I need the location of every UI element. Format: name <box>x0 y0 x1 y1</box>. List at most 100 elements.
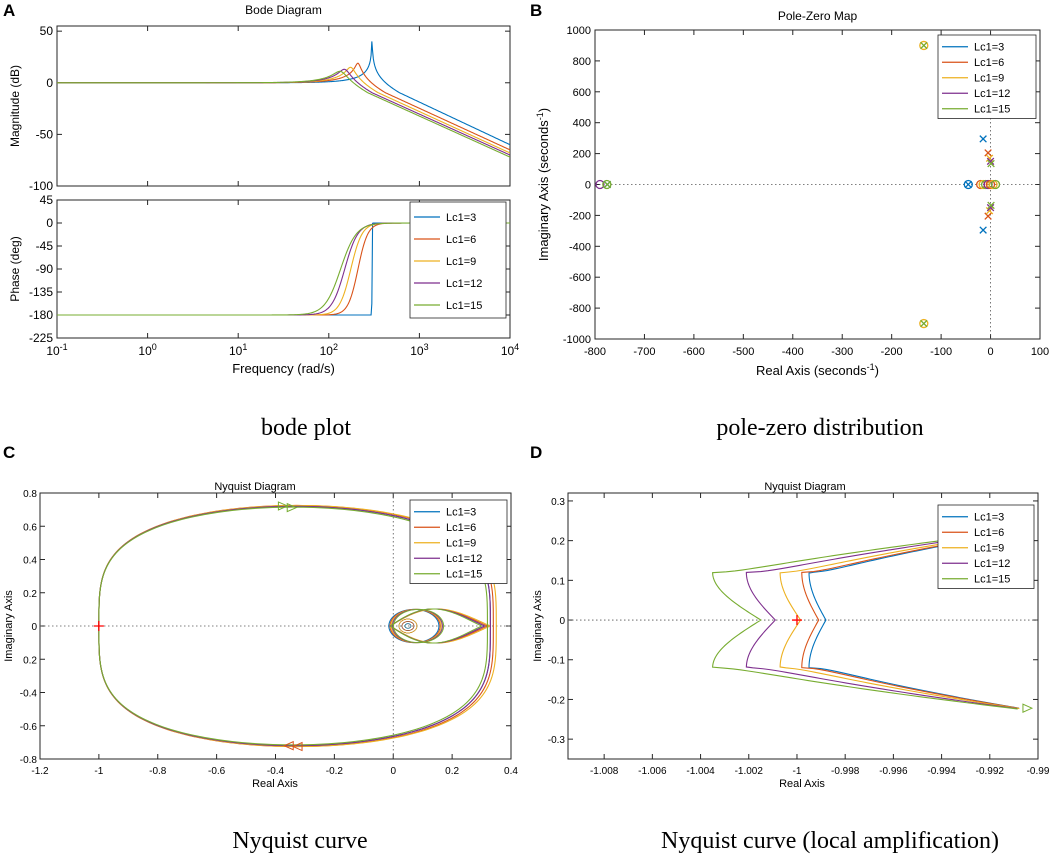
nyquist-ring <box>398 618 418 634</box>
direction-arrow <box>291 741 303 752</box>
y-tick-label: 0.2 <box>23 655 37 666</box>
chart-title: Pole-Zero Map <box>778 9 858 23</box>
x-tick-label: -300 <box>831 346 853 358</box>
zero-marker <box>963 179 973 190</box>
plot-frame <box>56 25 511 187</box>
y-tick-label: 600 <box>573 87 591 99</box>
legend-label: Lc1=9 <box>446 256 476 268</box>
y-tick-label: 0 <box>46 76 53 90</box>
y-tick-label: -1000 <box>563 334 591 346</box>
legend-label: Lc1=12 <box>974 558 1010 570</box>
caption-b: pole-zero distribution <box>716 415 923 441</box>
nyquist-zoom-line-Lc1=15 <box>712 530 1022 710</box>
y-tick-label: 800 <box>573 56 591 68</box>
x-tick-label: -600 <box>683 346 705 358</box>
zero-marker <box>990 179 1001 190</box>
legend-box <box>937 34 1037 119</box>
nyquist-zoom-line-Lc1=6 <box>801 532 1019 709</box>
y-tick-label: 400 <box>573 118 591 130</box>
pole-marker <box>920 319 928 328</box>
x-tick-label: 0.2 <box>445 766 459 777</box>
pole-marker <box>979 226 987 234</box>
legend-box <box>409 499 508 584</box>
x-axis-label: Real Axis (seconds-1) <box>756 362 879 378</box>
zero-marker <box>919 40 929 51</box>
zero-marker <box>602 179 612 190</box>
x-tick-label: -0.4 <box>267 766 285 777</box>
chart-title: Nyquist Diagram <box>214 481 295 493</box>
pole-marker <box>986 157 995 166</box>
bode-magnitude-chart: Bode Diagram 50 0 -50 -100 Magnitude (dB) <box>8 3 511 193</box>
y-tick-label: -180 <box>29 308 53 322</box>
panel-letter-d: D <box>530 443 542 462</box>
legend-box <box>937 504 1035 589</box>
y-tick-label: -0.4 <box>20 689 38 700</box>
direction-arrow <box>282 740 294 751</box>
nyquist-loop-Lc1=12 <box>98 505 491 747</box>
x-tick-label: 100 <box>1031 346 1049 358</box>
pole-marker <box>986 203 995 212</box>
nyquist-zoom-line-Lc1=3 <box>808 534 1020 709</box>
nyquist-crossing-lower-Lc1=15 <box>390 625 482 644</box>
legend-label: Lc1=12 <box>974 88 1010 100</box>
y-axis-label: Imaginary Axis (seconds-1) <box>535 108 551 261</box>
x-tick-label: 102 <box>320 342 338 358</box>
legend-label: Lc1=6 <box>446 234 476 246</box>
y-axis-label: Imaginary Axis <box>3 590 15 662</box>
y-tick-label: 0.2 <box>551 537 565 548</box>
x-tick-label: 10-1 <box>46 342 67 358</box>
panel-letter-c: C <box>3 443 15 462</box>
x-tick-label: -400 <box>782 346 804 358</box>
legend-label: Lc1=3 <box>974 512 1004 524</box>
x-tick-label: -1 <box>94 766 103 777</box>
caption-c: Nyquist curve <box>232 828 367 854</box>
pole-marker <box>984 149 992 157</box>
x-tick-label: -0.992 <box>976 766 1005 777</box>
plot-area <box>57 41 510 158</box>
nyquist-inner-loop-Lc1=15 <box>393 608 445 644</box>
x-tick-label: -500 <box>732 346 754 358</box>
y-axis-label: Imaginary Axis <box>532 590 544 662</box>
x-tick-label: -0.2 <box>326 766 344 777</box>
zero-marker <box>985 179 996 190</box>
x-tick-label: -200 <box>881 346 903 358</box>
legend-label: Lc1=9 <box>974 73 1004 85</box>
y-tick-label: -600 <box>569 272 591 284</box>
panel-letter-b: B <box>530 1 542 20</box>
x-tick-label: 0 <box>987 346 993 358</box>
y-tick-label: 0.4 <box>23 556 37 567</box>
x-axis-label: Real Axis <box>252 778 298 790</box>
legend-label: Lc1=12 <box>446 278 482 290</box>
plot-area <box>40 493 511 759</box>
legend-label: Lc1=12 <box>446 553 482 565</box>
y-axis-label: Magnitude (dB) <box>8 65 22 147</box>
nyquist-zoom-line-Lc1=12 <box>745 531 1017 710</box>
y-tick-label: -45 <box>36 239 54 253</box>
legend-label: Lc1=15 <box>446 300 482 312</box>
pole-marker <box>920 41 928 50</box>
y-tick-label: 0.2 <box>23 589 37 600</box>
x-tick-label: 0 <box>390 766 396 777</box>
y-tick-label: -200 <box>569 210 591 222</box>
direction-arrow <box>286 502 298 513</box>
legend-box <box>409 201 507 319</box>
x-tick-label: 0.4 <box>504 766 518 777</box>
x-tick-label: -1 <box>793 766 802 777</box>
nyquist-loop-Lc1=15 <box>98 506 489 746</box>
x-tick-label: -800 <box>584 346 606 358</box>
pole-marker <box>964 180 973 189</box>
y-tick-label: 0.1 <box>551 576 565 587</box>
nyquist-crossing-Lc1=15 <box>390 608 482 627</box>
panel-letter-a: A <box>3 1 15 20</box>
y-tick-label: -0.8 <box>20 755 38 766</box>
pole-marker <box>979 135 987 143</box>
direction-arrow <box>277 501 289 511</box>
chart-title: Bode Diagram <box>245 3 322 17</box>
y-tick-label: -50 <box>36 127 54 141</box>
y-tick-label: 0 <box>585 180 591 192</box>
x-tick-label: -1.006 <box>638 766 667 777</box>
y-tick-label: -135 <box>29 285 53 299</box>
legend-label: Lc1=3 <box>974 42 1004 54</box>
zero-marker <box>988 179 998 190</box>
